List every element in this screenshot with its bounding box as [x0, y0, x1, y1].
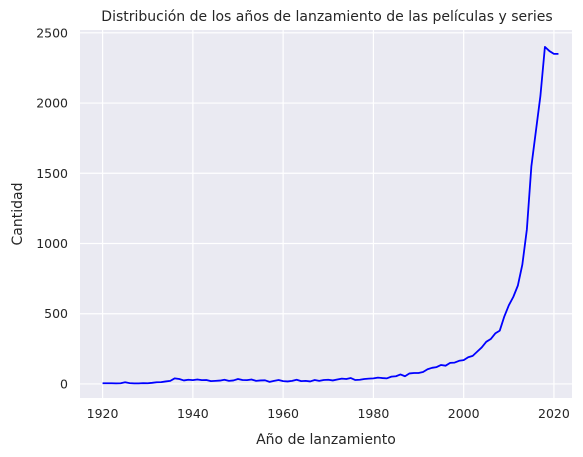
y-tick-label: 1500: [36, 166, 68, 181]
x-tick-label: 1920: [87, 406, 119, 421]
y-tick-label: 500: [44, 306, 68, 321]
y-tick-label: 1000: [36, 236, 68, 251]
chart-title: Distribución de los años de lanzamiento …: [101, 9, 552, 25]
plot-area: [80, 30, 572, 398]
y-tick-labels: 0 500 1000 1500 2000 2500: [36, 25, 68, 391]
y-tick-label: 2500: [36, 25, 68, 40]
x-tick-label: 2020: [538, 406, 570, 421]
y-gridlines: [80, 32, 572, 385]
x-axis-label: Año de lanzamiento: [256, 432, 396, 448]
y-tick-label: 0: [60, 376, 68, 391]
x-tick-labels: 1920 1940 1960 1980 2000 2020: [87, 406, 570, 421]
x-tick-label: 2000: [448, 406, 480, 421]
x-tick-label: 1980: [357, 406, 389, 421]
y-tick-label: 2000: [36, 96, 68, 111]
x-gridlines: [101, 30, 555, 398]
y-axis-label: Cantidad: [10, 183, 26, 246]
x-tick-label: 1960: [267, 406, 299, 421]
series-line: [102, 45, 559, 385]
x-tick-label: 1940: [177, 406, 209, 421]
